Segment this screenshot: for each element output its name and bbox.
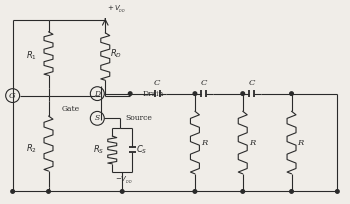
Circle shape [11,190,14,193]
Text: R: R [201,139,207,146]
Circle shape [47,190,50,193]
Text: G: G [9,92,16,100]
Circle shape [290,190,293,193]
Circle shape [290,92,293,95]
Text: D: D [94,90,100,98]
Text: R: R [298,139,304,146]
Circle shape [120,190,124,193]
Text: C: C [154,79,160,87]
Circle shape [193,190,197,193]
Text: $R_1$: $R_1$ [26,49,36,62]
Text: C: C [248,79,255,87]
Circle shape [128,92,132,95]
Text: Gate: Gate [61,105,79,113]
Text: C: C [201,79,207,87]
Text: S: S [95,114,100,122]
Text: Source: Source [125,114,152,122]
Text: $R_S$: $R_S$ [93,144,104,156]
Circle shape [241,92,245,95]
Circle shape [241,190,245,193]
Text: R: R [249,139,255,146]
Text: $R_D$: $R_D$ [110,47,122,60]
Text: $-V_{_{DD}}$: $-V_{_{DD}}$ [115,174,133,185]
Text: $R_2$: $R_2$ [26,142,36,155]
Text: $+\,V_{_{DD}}$: $+\,V_{_{DD}}$ [107,3,126,14]
Circle shape [336,190,339,193]
Text: $C_S$: $C_S$ [136,144,148,156]
Text: Drain: Drain [142,90,163,98]
Circle shape [193,92,197,95]
